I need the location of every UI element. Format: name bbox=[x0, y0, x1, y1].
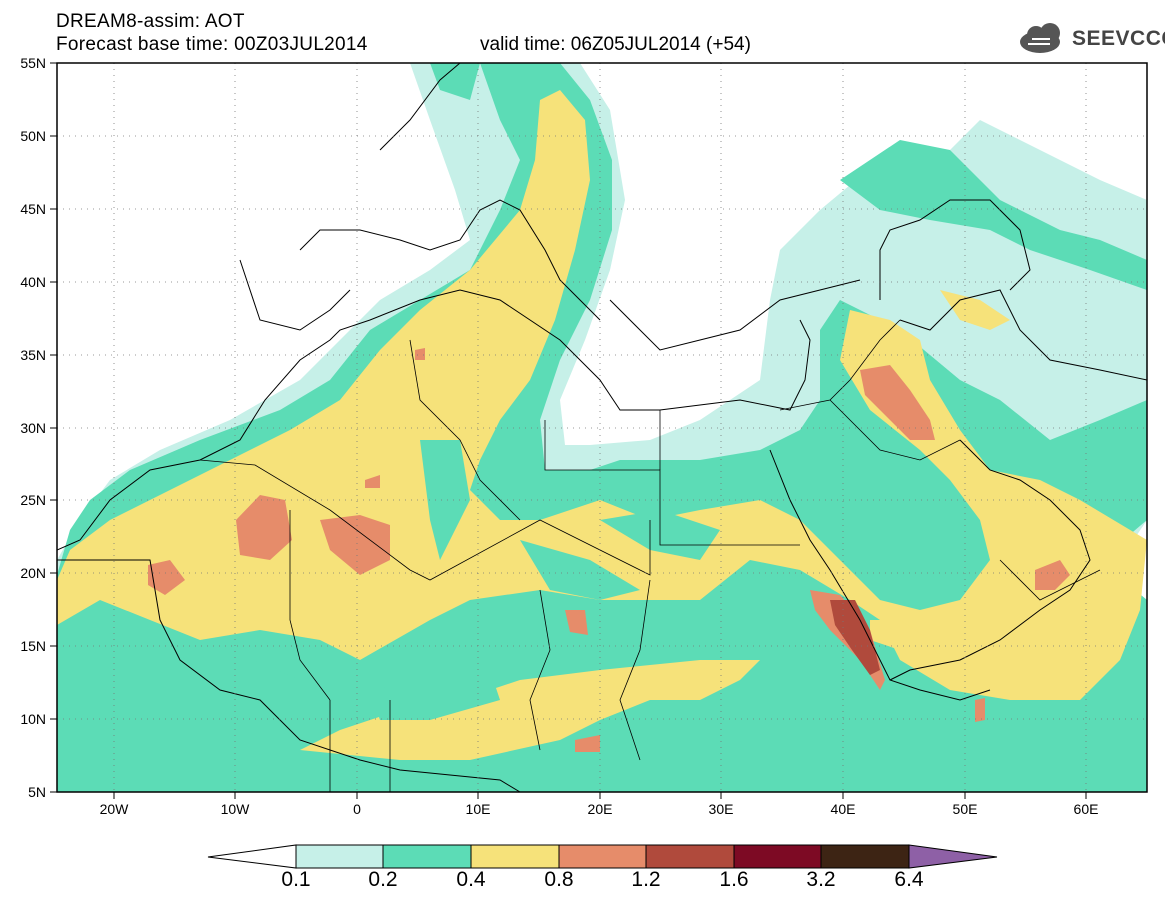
cloud-icon bbox=[1020, 23, 1060, 53]
lat-label: 45N bbox=[20, 201, 46, 217]
lat-label: 55N bbox=[20, 55, 46, 71]
lat-label: 40N bbox=[20, 274, 46, 290]
lat-label: 50N bbox=[20, 128, 46, 144]
title-base-time: Forecast base time: 00Z03JUL2014 bbox=[56, 34, 368, 55]
lon-label: 20E bbox=[588, 801, 613, 817]
lon-label: 10E bbox=[466, 801, 491, 817]
colorbar-segment bbox=[470, 844, 560, 869]
colorbar-segment bbox=[908, 844, 998, 869]
colorbar-label: 0.2 bbox=[368, 868, 398, 891]
lon-label: 10W bbox=[221, 801, 251, 817]
lat-label: 10N bbox=[20, 711, 46, 727]
colorbar-label: 3.2 bbox=[806, 868, 836, 891]
title-valid-time: valid time: 06Z05JUL2014 (+54) bbox=[480, 34, 751, 55]
aot-level-1.2 bbox=[830, 600, 880, 675]
colorbar-label: 1.6 bbox=[719, 868, 749, 891]
colorbar-label: 6.4 bbox=[894, 868, 924, 891]
lat-label: 20N bbox=[20, 565, 46, 581]
colorbar bbox=[207, 844, 998, 869]
lat-label: 35N bbox=[20, 347, 46, 363]
coastlines bbox=[57, 63, 1147, 792]
colorbar-segment bbox=[558, 844, 647, 869]
colorbar-label: 0.8 bbox=[544, 868, 574, 891]
country-borders bbox=[199, 319, 1101, 792]
lat-label: 5N bbox=[28, 784, 46, 800]
tick-marks bbox=[50, 62, 1087, 799]
lon-label: 50E bbox=[953, 801, 978, 817]
colorbar-segment bbox=[207, 844, 297, 869]
colorbar-label: 0.4 bbox=[456, 868, 486, 891]
colorbar-label: 1.2 bbox=[631, 868, 661, 891]
lon-label: 40E bbox=[831, 801, 856, 817]
lon-label: 30E bbox=[709, 801, 734, 817]
colorbar-segment bbox=[645, 844, 735, 869]
lat-label: 15N bbox=[20, 638, 46, 654]
colorbar-segment bbox=[382, 844, 472, 869]
lon-labels: 20W 10W 0 10E 20E 30E 40E 50E 60E bbox=[100, 801, 1099, 817]
colorbar-segment bbox=[733, 844, 822, 869]
lon-label: 60E bbox=[1074, 801, 1099, 817]
lat-labels: 5N 10N 15N 20N 25N 30N 35N 40N 45N 50N 5… bbox=[20, 55, 46, 800]
aot-field bbox=[57, 63, 1147, 792]
lat-label: 25N bbox=[20, 492, 46, 508]
title-product: DREAM8-assim: AOT bbox=[56, 11, 245, 32]
logo-text: SEEVCCC bbox=[1072, 27, 1165, 50]
colorbar-segment bbox=[295, 844, 384, 869]
lon-label: 0 bbox=[353, 801, 361, 817]
lon-label: 20W bbox=[100, 801, 130, 817]
colorbar-segment bbox=[820, 844, 910, 869]
lat-label: 30N bbox=[20, 420, 46, 436]
colorbar-label: 0.1 bbox=[281, 868, 311, 891]
